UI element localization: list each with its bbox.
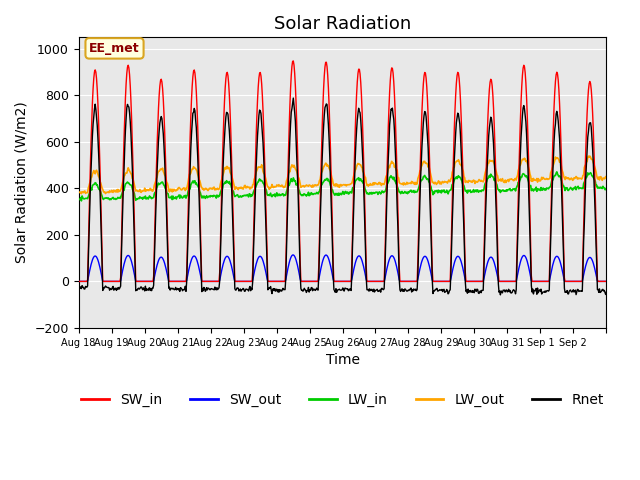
Text: EE_met: EE_met: [89, 42, 140, 55]
Legend: SW_in, SW_out, LW_in, LW_out, Rnet: SW_in, SW_out, LW_in, LW_out, Rnet: [76, 387, 609, 412]
Y-axis label: Solar Radiation (W/m2): Solar Radiation (W/m2): [15, 102, 29, 264]
X-axis label: Time: Time: [326, 353, 360, 367]
Title: Solar Radiation: Solar Radiation: [274, 15, 411, 33]
